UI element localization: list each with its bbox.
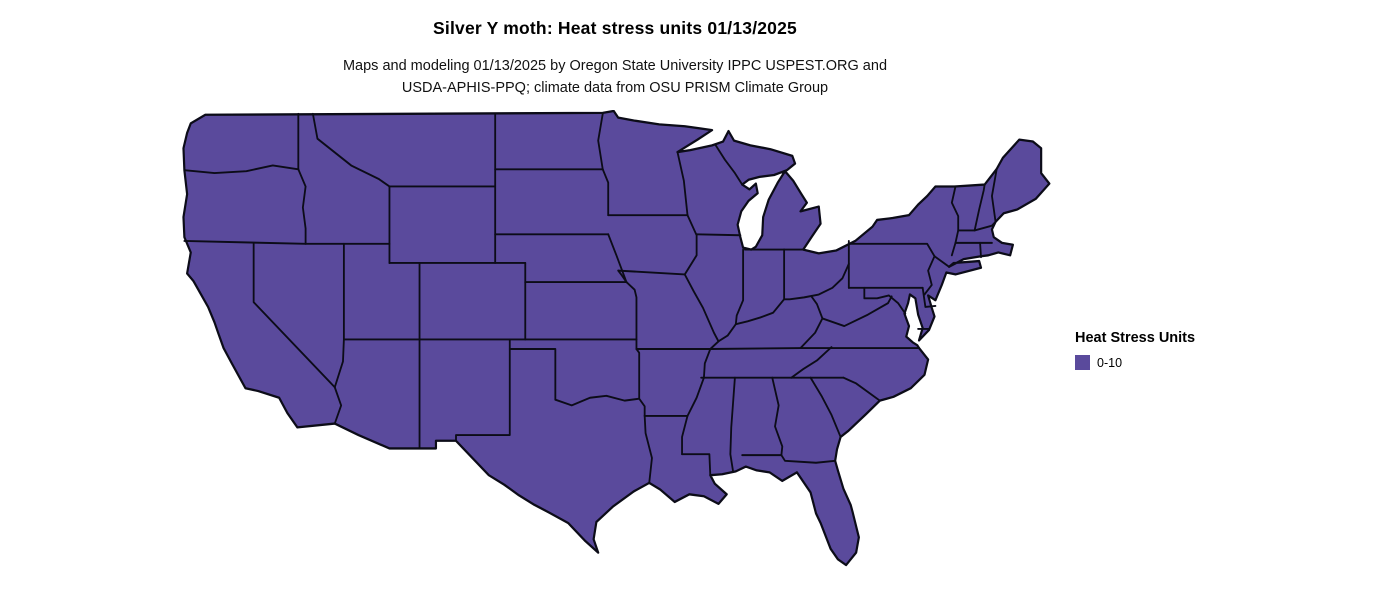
border-il-in	[734, 248, 745, 326]
border-or-id	[297, 168, 307, 245]
border-fl-north	[741, 454, 837, 464]
border-tn-nc	[790, 346, 833, 379]
border-ms-la	[681, 453, 712, 477]
legend-title: Heat Stress Units	[1075, 330, 1196, 346]
border-nv-ut-az	[333, 242, 345, 389]
state-border-lines	[183, 112, 998, 484]
border-wi-mi	[714, 144, 744, 186]
border-md-de	[921, 286, 937, 308]
border-la-tx	[643, 414, 653, 484]
border-ia-mo	[617, 269, 686, 276]
border-nh-me	[991, 169, 998, 223]
border-wv-va	[821, 295, 893, 328]
border-ny-vt-ma-ct	[950, 185, 960, 257]
border-lat3630	[709, 347, 920, 350]
border-vt-nh	[973, 183, 986, 232]
border-ma-north	[957, 220, 997, 232]
border-ne-mo	[617, 269, 628, 284]
us-outline	[182, 110, 1051, 567]
border-nd-mn	[597, 112, 604, 171]
legend: Heat Stress Units 0-10	[1075, 330, 1275, 370]
subtitle: Maps and modeling 01/13/2025 by Oregon S…	[0, 55, 1230, 100]
border-ms-al	[729, 376, 736, 473]
border-ga-sc	[809, 376, 842, 438]
border-ca-az	[333, 386, 343, 425]
border-wi-il	[695, 233, 742, 237]
border-ok-tx-panhandle	[508, 348, 557, 401]
border-al-ga	[771, 376, 784, 457]
border-mn-wi	[676, 151, 689, 217]
legend-item-label: 0-10	[1097, 355, 1123, 370]
border-ca-nv	[252, 242, 336, 389]
border-pa-ny	[847, 242, 936, 258]
page-title: Silver Y moth: Heat stress units 01/13/2…	[433, 18, 797, 38]
subtitle-line-1: Maps and modeling 01/13/2025 by Oregon S…	[342, 58, 888, 74]
border-red-river	[554, 394, 641, 407]
border-wa-or	[183, 164, 300, 175]
legend-item: 0-10	[1075, 355, 1275, 370]
border-pa-nj	[923, 255, 936, 296]
border-ks-mo	[625, 281, 638, 350]
border-ne-ia	[607, 233, 628, 284]
border-nm-tx	[455, 338, 511, 442]
border-sd-mn	[601, 168, 610, 217]
border-ny-nj	[933, 255, 951, 268]
border-nc-sc	[842, 376, 881, 402]
us-choropleth-map	[178, 110, 1053, 588]
subtitle-line-2: USDA-APHIS-PPQ; climate data from OSU PR…	[401, 80, 829, 97]
border-wv-md-potomac	[863, 286, 907, 315]
us-map-svg	[182, 110, 1051, 567]
border-ct-ri	[979, 241, 982, 259]
border-id-mt	[311, 112, 391, 188]
legend-swatch	[1075, 355, 1090, 370]
border-lat42	[183, 240, 391, 245]
